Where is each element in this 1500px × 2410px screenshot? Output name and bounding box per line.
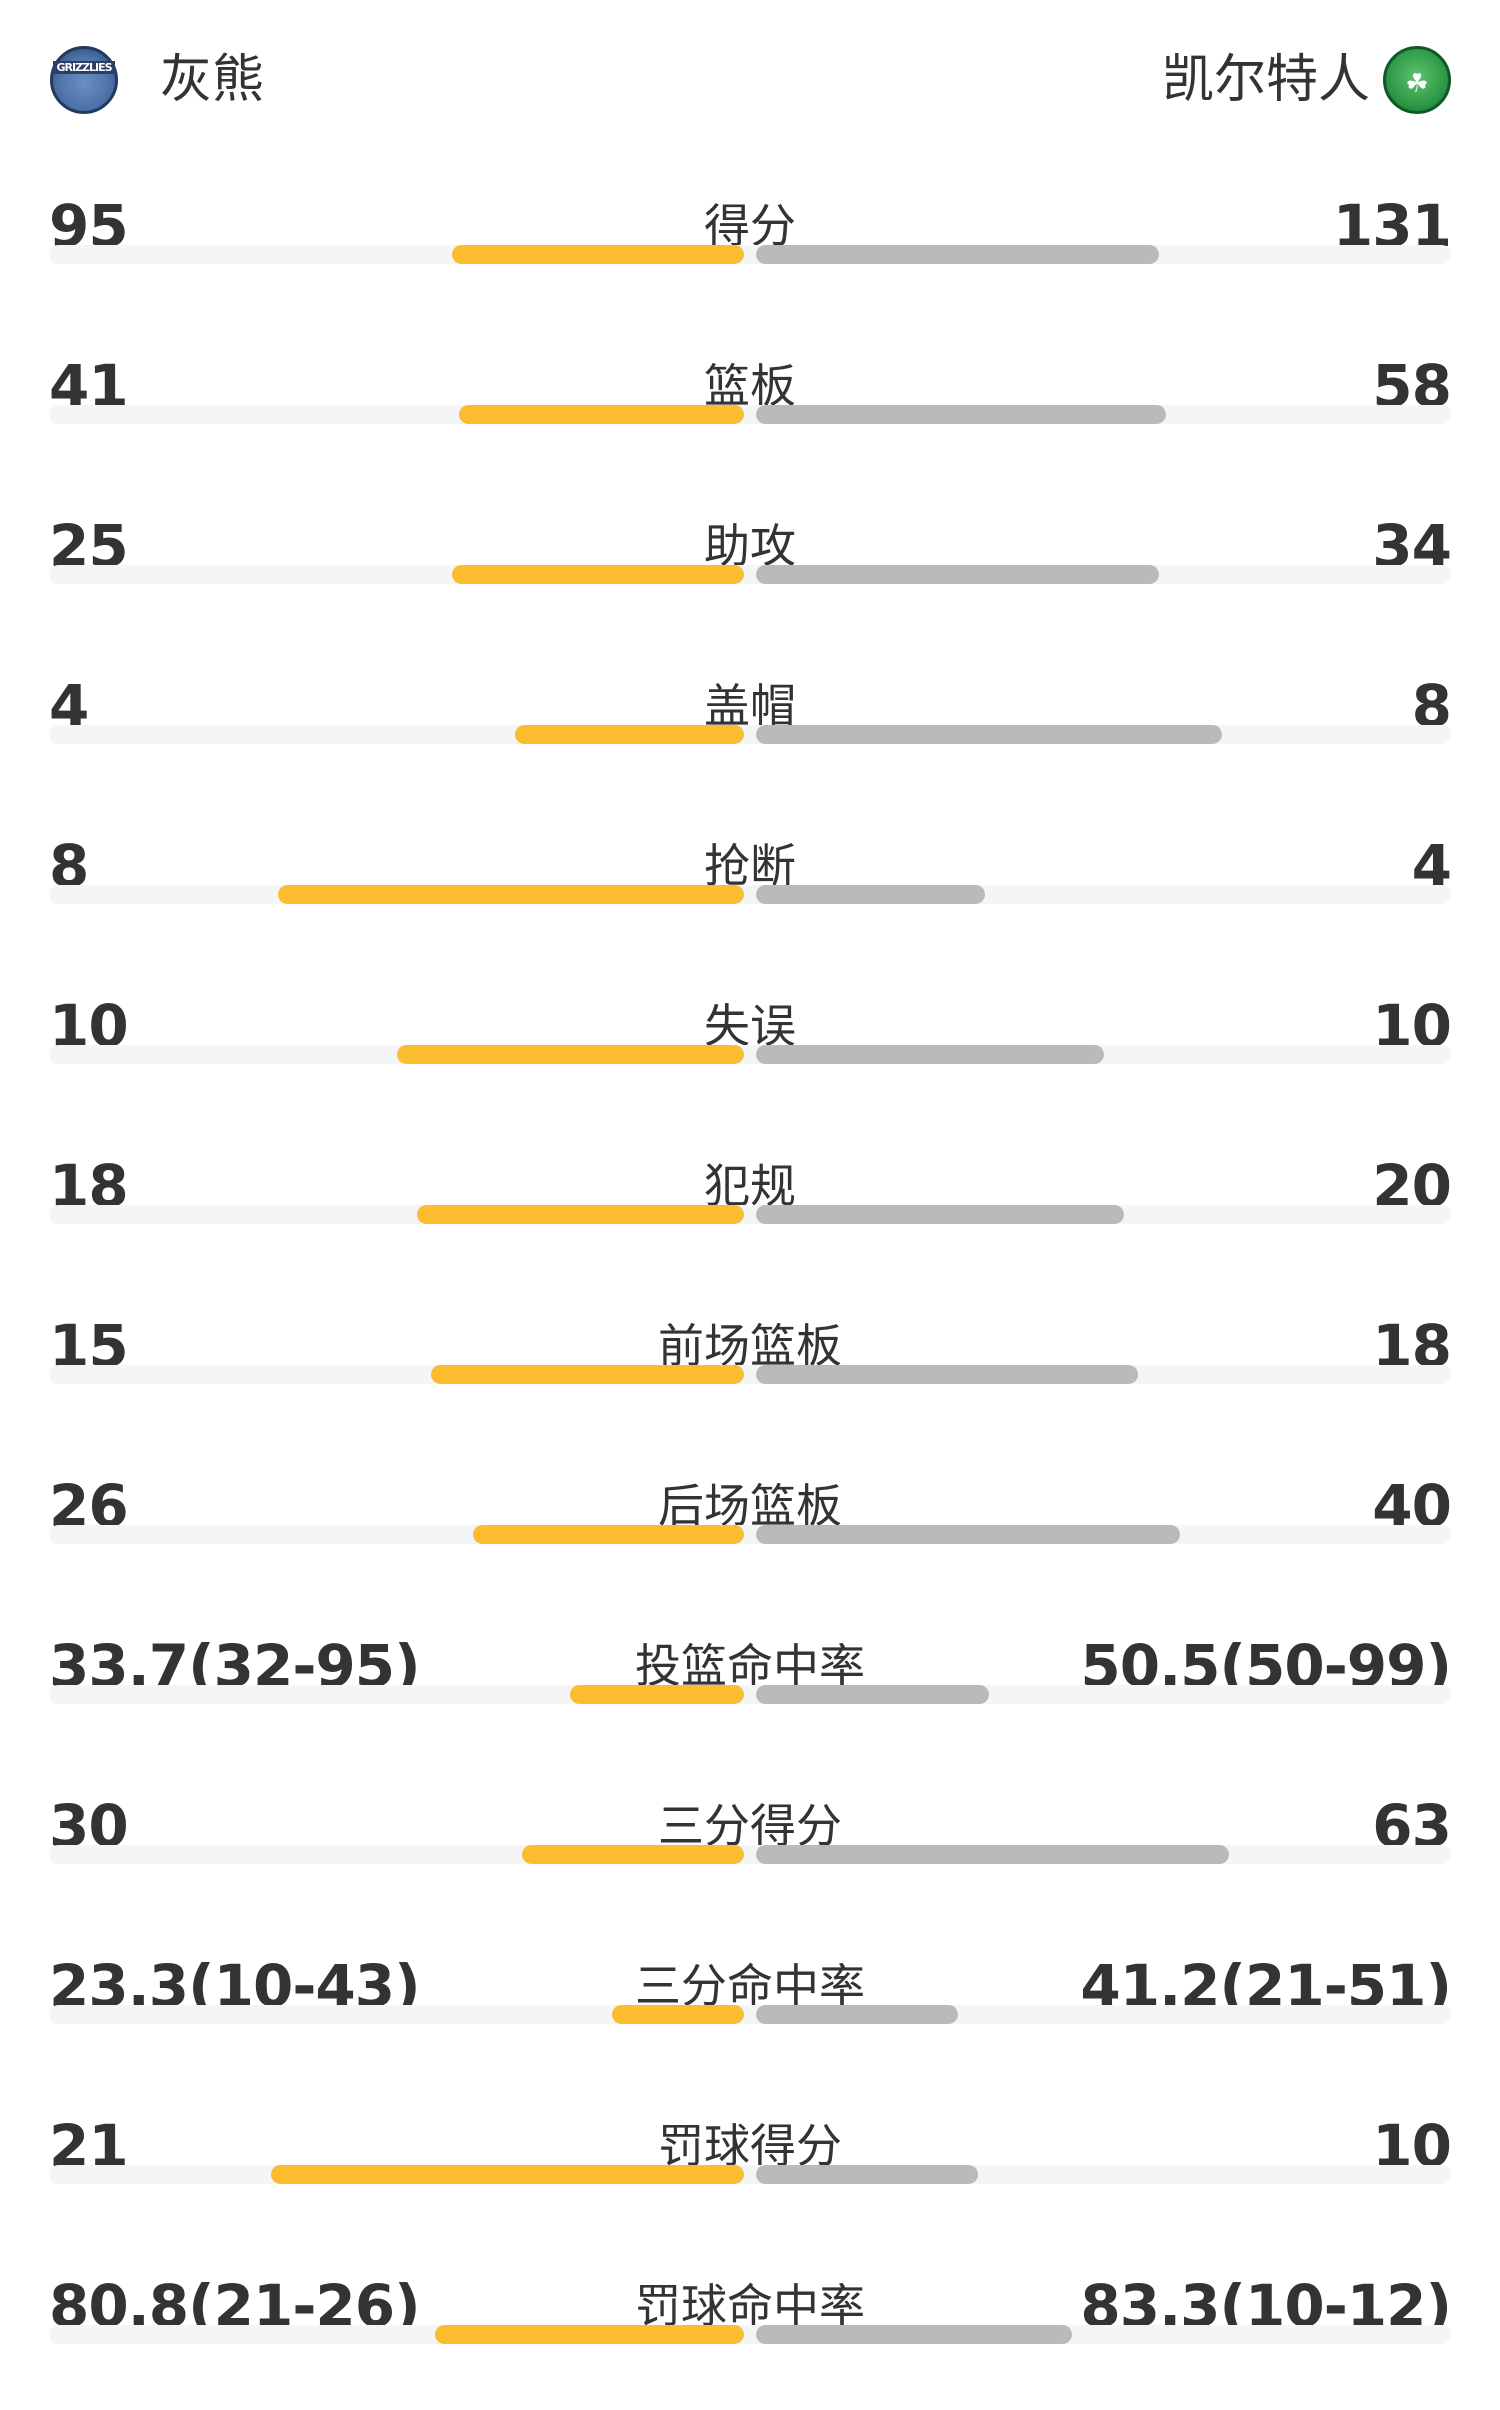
away-bar bbox=[756, 2005, 958, 2024]
home-bar bbox=[434, 2325, 744, 2344]
away-bar bbox=[756, 725, 1222, 744]
stat-track bbox=[49, 245, 1451, 264]
stat-row: 25 助攻 34 bbox=[0, 490, 1500, 650]
away-bar bbox=[756, 1685, 989, 1704]
home-team-name: 灰熊 bbox=[160, 50, 265, 110]
stat-track bbox=[49, 1525, 1451, 1544]
stat-row: 15 前场篮板 18 bbox=[0, 1290, 1500, 1450]
stat-label: 三分得分 bbox=[658, 1799, 842, 1853]
stat-label: 失误 bbox=[704, 999, 796, 1053]
stat-row: 33.7(32-95) 投篮命中率 50.5(50-99) bbox=[0, 1610, 1500, 1770]
logo-text: ☘ bbox=[1405, 69, 1429, 99]
home-bar bbox=[417, 1205, 744, 1224]
stat-label: 后场篮板 bbox=[658, 1479, 842, 1533]
stat-track bbox=[49, 2165, 1451, 2184]
stat-row: 21 罚球得分 10 bbox=[0, 2090, 1500, 2250]
home-bar bbox=[611, 2005, 744, 2024]
stat-label: 盖帽 bbox=[704, 679, 796, 733]
stat-row: 10 失误 10 bbox=[0, 970, 1500, 1130]
grizzlies-logo-icon: GRIZZLIES bbox=[50, 46, 118, 114]
away-bar bbox=[756, 405, 1167, 424]
stat-label: 前场篮板 bbox=[658, 1319, 842, 1373]
stat-row: 30 三分得分 63 bbox=[0, 1770, 1500, 1930]
home-bar bbox=[570, 1685, 744, 1704]
home-bar bbox=[431, 1365, 744, 1384]
away-bar bbox=[756, 2165, 979, 2184]
away-bar bbox=[756, 245, 1160, 264]
home-bar bbox=[452, 565, 744, 584]
stat-track bbox=[49, 1845, 1451, 1864]
stat-row: 8 抢断 4 bbox=[0, 810, 1500, 970]
stat-track bbox=[49, 1365, 1451, 1384]
stat-track bbox=[49, 725, 1451, 744]
home-bar bbox=[278, 885, 744, 904]
home-bar bbox=[472, 1525, 744, 1544]
stat-track bbox=[49, 885, 1451, 904]
away-bar bbox=[756, 1845, 1229, 1864]
away-bar bbox=[756, 1365, 1139, 1384]
stat-track bbox=[49, 1685, 1451, 1704]
logo-text: GRIZZLIES bbox=[53, 61, 115, 74]
celtics-logo-icon: ☘ bbox=[1383, 46, 1451, 114]
stat-label: 篮板 bbox=[704, 359, 796, 413]
stat-row: 95 得分 131 bbox=[0, 170, 1500, 330]
away-bar bbox=[756, 565, 1160, 584]
stat-label: 三分命中率 bbox=[635, 1959, 865, 2013]
stat-track bbox=[49, 1205, 1451, 1224]
stat-label: 投篮命中率 bbox=[635, 1639, 865, 1693]
stat-row: 23.3(10-43) 三分命中率 41.2(21-51) bbox=[0, 1930, 1500, 2090]
stat-track bbox=[49, 2005, 1451, 2024]
away-bar bbox=[756, 885, 986, 904]
stat-row: 41 篮板 58 bbox=[0, 330, 1500, 490]
home-bar bbox=[396, 1045, 744, 1064]
stat-row: 26 后场篮板 40 bbox=[0, 1450, 1500, 1610]
stat-label: 助攻 bbox=[704, 519, 796, 573]
away-bar bbox=[756, 1525, 1180, 1544]
stat-label: 抢断 bbox=[704, 839, 796, 893]
stat-label: 犯规 bbox=[704, 1159, 796, 1213]
home-bar bbox=[521, 1845, 744, 1864]
home-bar bbox=[514, 725, 744, 744]
stat-label: 罚球命中率 bbox=[635, 2279, 865, 2333]
stat-row: 80.8(21-26) 罚球命中率 83.3(10-12) bbox=[0, 2250, 1500, 2410]
home-bar bbox=[271, 2165, 744, 2184]
stat-track bbox=[49, 1045, 1451, 1064]
home-bar bbox=[452, 245, 744, 264]
away-team-name: 凯尔特人 bbox=[1161, 50, 1370, 110]
home-bar bbox=[459, 405, 744, 424]
away-bar bbox=[756, 1205, 1125, 1224]
stat-track bbox=[49, 2325, 1451, 2344]
away-bar bbox=[756, 2325, 1073, 2344]
stat-label: 得分 bbox=[704, 199, 796, 253]
stat-track bbox=[49, 405, 1451, 424]
team-header: GRIZZLIES 灰熊 凯尔特人 ☘ bbox=[0, 0, 1500, 160]
away-bar bbox=[756, 1045, 1104, 1064]
stat-label: 罚球得分 bbox=[658, 2119, 842, 2173]
stat-row: 4 盖帽 8 bbox=[0, 650, 1500, 810]
stat-row: 18 犯规 20 bbox=[0, 1130, 1500, 1290]
stat-track bbox=[49, 565, 1451, 584]
